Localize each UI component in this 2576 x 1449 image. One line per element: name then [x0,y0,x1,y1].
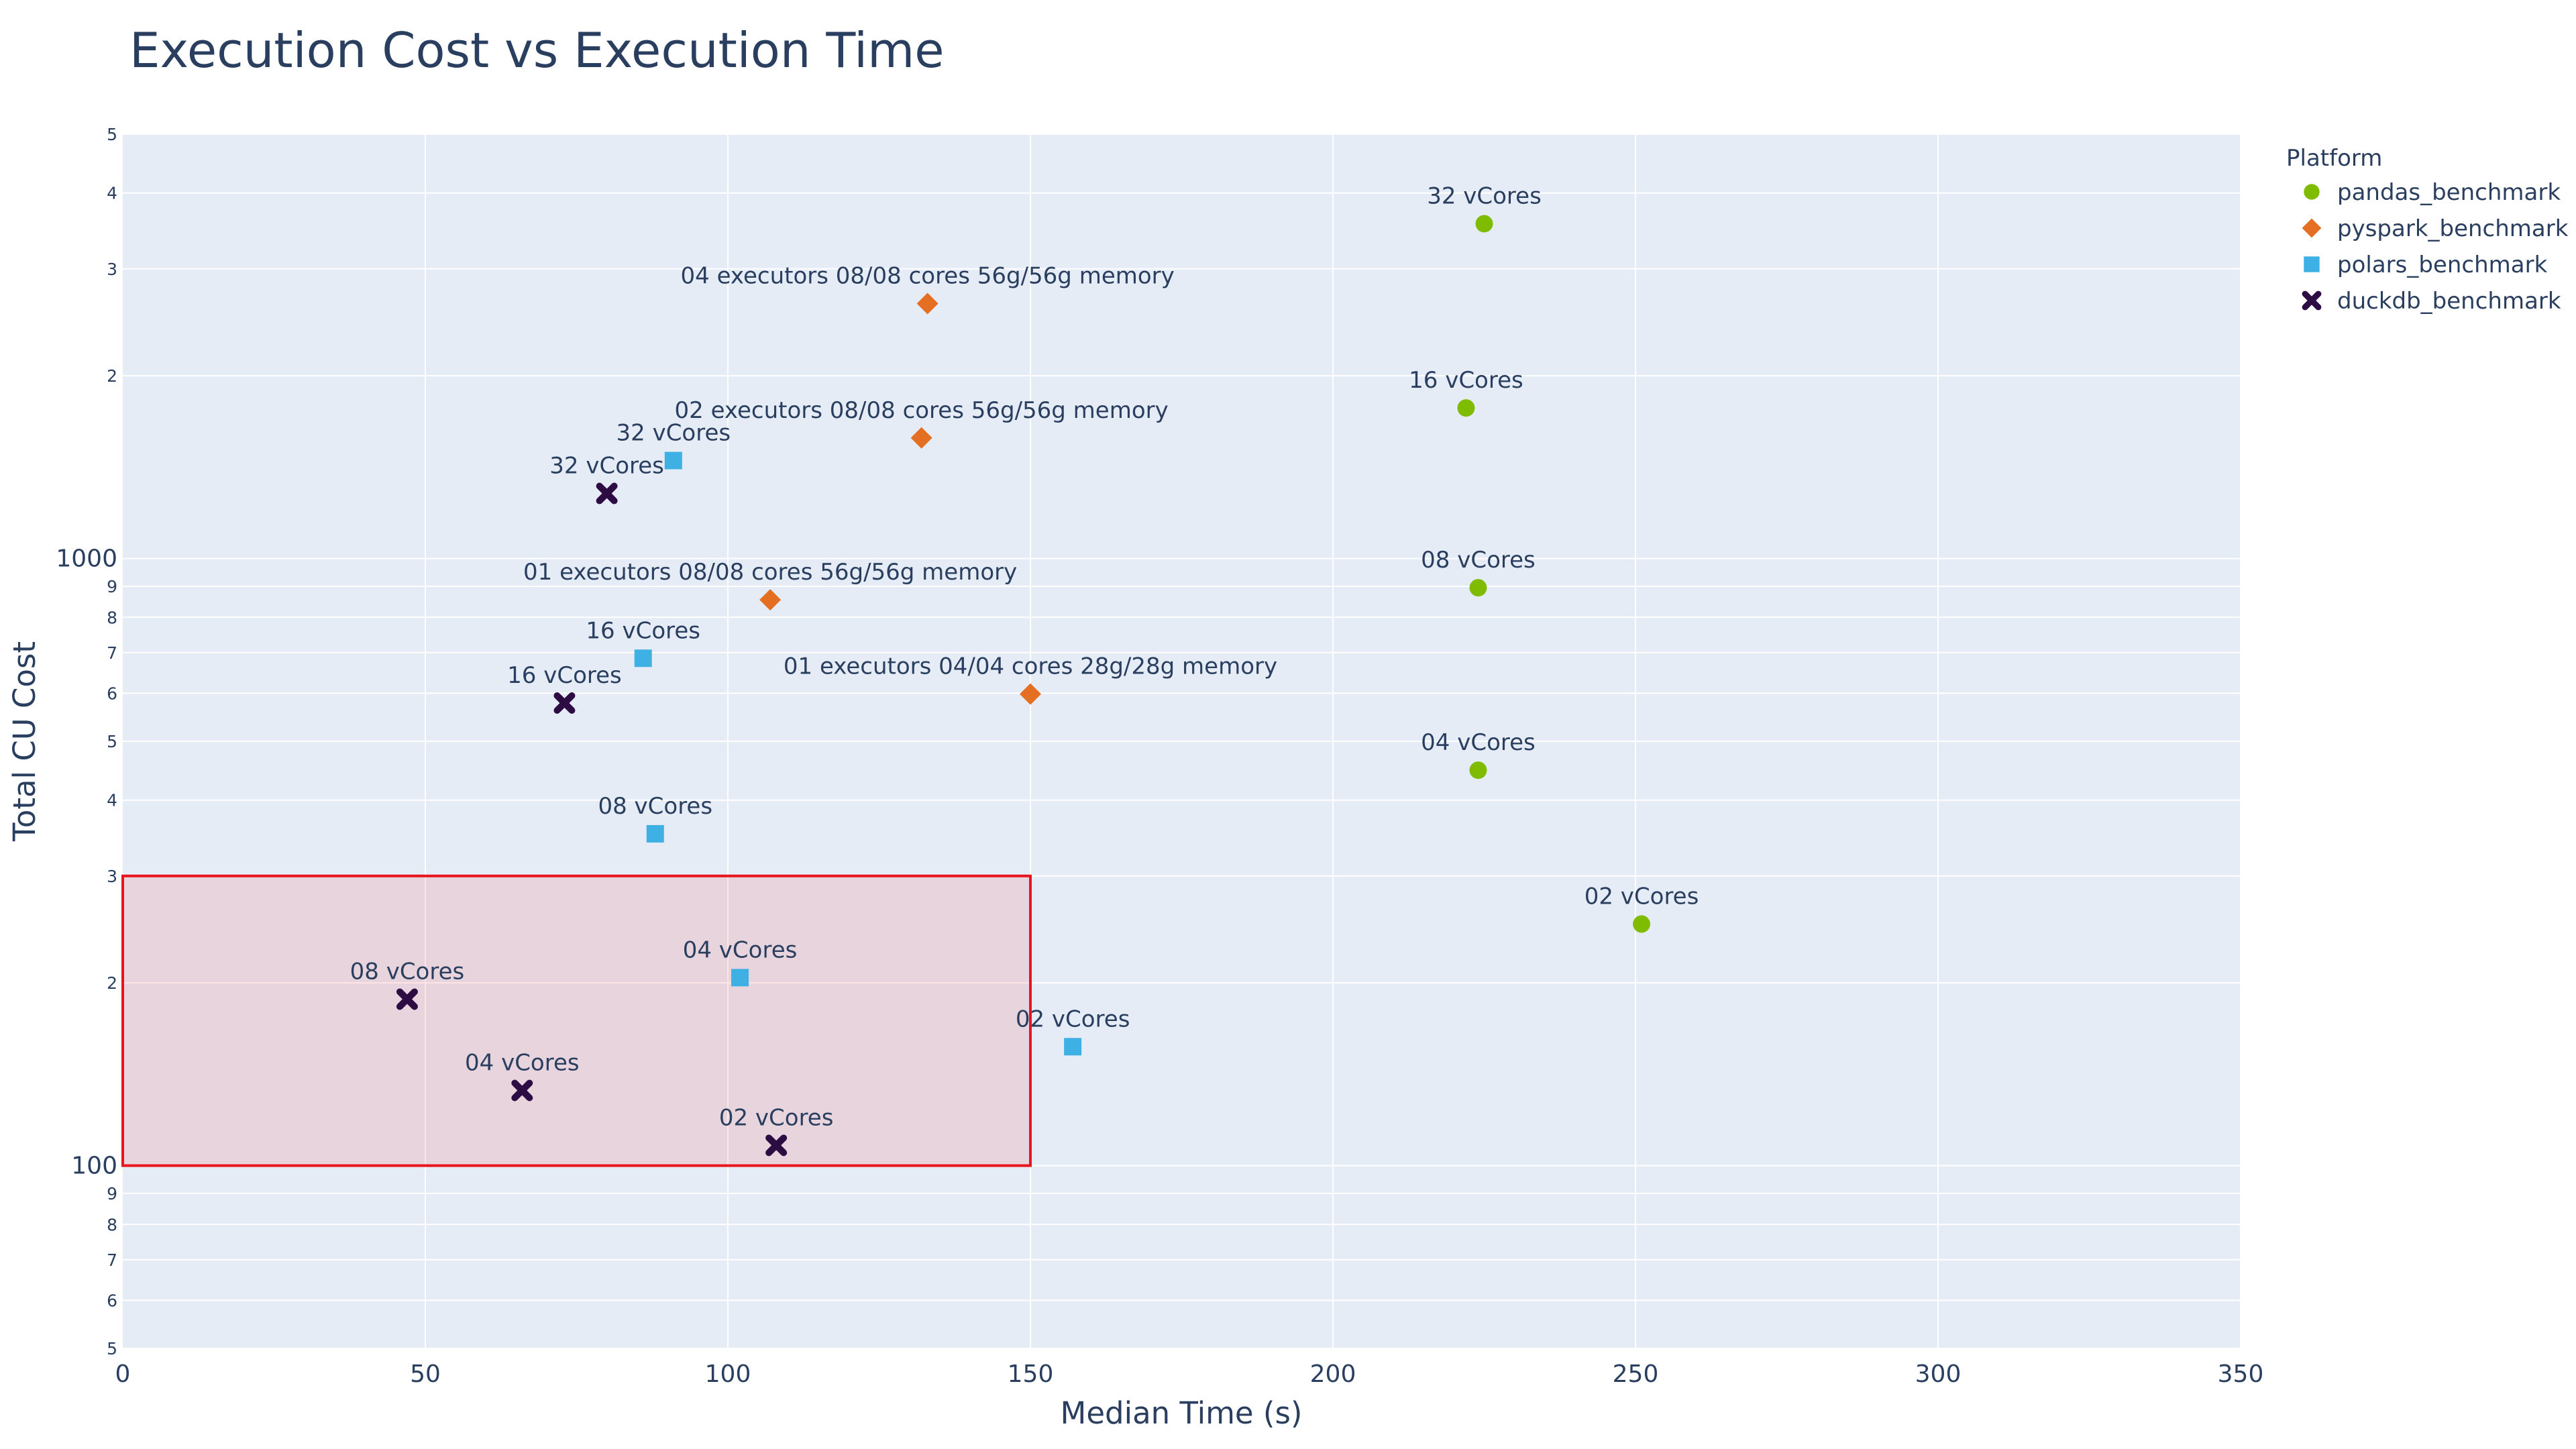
y-minor-tick-label: 3 [107,867,117,886]
point-label: 16 vCores [586,617,700,644]
legend-marker-pyspark [2302,218,2322,238]
legend-marker-duckdb [2302,290,2322,311]
point-label: 02 vCores [1585,883,1699,910]
duckdb-point [765,1134,788,1157]
legend-item-label: duckdb_benchmark [2337,288,2561,315]
axis-ticks: 0 50 100 150 200 250 300 350 5 6 7 8 9 2 3 4 5 6 7 8 9 2 3 4 5 10… [56,125,2263,1388]
legend-item-label: pyspark_benchmark [2337,215,2569,242]
pandas-point [1457,399,1475,417]
pandas-point [1475,215,1493,233]
polars-point [731,969,749,987]
duckdb-point [553,692,576,714]
grid-lines [123,133,2241,1349]
point-label: 16 vCores [507,662,622,689]
y-minor-tick-label: 8 [107,608,117,627]
point-label: 08 vCores [350,958,465,985]
y-major-tick-label: 100 [71,1152,117,1180]
y-minor-tick-label: 5 [107,125,117,144]
legend-item-label: pandas_benchmark [2337,179,2561,206]
y-minor-tick-label: 5 [107,1339,117,1358]
point-label: 08 vCores [1421,547,1536,574]
y-minor-tick-label: 3 [107,260,117,279]
x-tick-label: 50 [410,1360,441,1388]
y-minor-tick-label: 9 [107,1184,117,1203]
y-minor-tick-label: 7 [107,1250,117,1270]
point-label: 32 vCores [616,420,731,447]
x-tick-label: 200 [1310,1360,1356,1388]
x-tick-label: 300 [1915,1360,1962,1388]
polars-point [634,649,652,667]
point-label: 02 executors 08/08 cores 56g/56g memory [675,397,1169,424]
y-minor-tick-label: 6 [107,684,117,703]
pyspark-point [910,427,932,449]
point-label: 16 vCores [1409,367,1523,394]
y-minor-tick-label: 2 [107,366,117,386]
point-label: 32 vCores [1427,183,1542,210]
x-tick-label: 350 [2218,1360,2264,1388]
legend-marker-pandas [2304,184,2320,200]
x-tick-label: 250 [1613,1360,1659,1388]
highlight-region-group [121,874,1032,1167]
polars-point [1064,1038,1082,1056]
y-minor-tick-label: 7 [107,643,117,663]
pyspark-point [916,292,938,315]
y-major-tick-label: 1000 [56,545,117,573]
pyspark-point [1020,683,1041,705]
chart-title: Execution Cost vs Execution Time [129,22,945,78]
y-axis-title: Total CU Cost [7,641,42,842]
point-label: 04 vCores [465,1049,580,1076]
polars-point [664,451,682,470]
point-label: 01 executors 08/08 cores 56g/56g memory [523,559,1017,586]
pandas-point [1469,579,1487,597]
y-minor-tick-label: 4 [107,791,117,810]
pandas-point [1633,915,1651,933]
point-label: 32 vCores [549,453,664,480]
x-axis-title: Median Time (s) [1061,1395,1303,1431]
point-label: 04 vCores [683,936,798,963]
legend: Platform pandas_benchmark pyspark_benchma… [2286,145,2569,315]
pyspark-point [759,589,782,611]
pandas-point [1469,761,1487,780]
legend-item-label: polars_benchmark [2337,252,2548,278]
y-minor-tick-label: 2 [107,973,117,993]
x-tick-label: 150 [1008,1360,1054,1388]
x-tick-label: 100 [705,1360,751,1388]
highlight-region [121,874,1032,1167]
polars-point [646,824,664,843]
point-label: 04 executors 08/08 cores 56g/56g memory [681,263,1175,290]
point-labels: 32 vCores 16 vCores 08 vCores 04 vCores 02 v… [350,183,1699,1132]
y-minor-tick-label: 5 [107,732,117,751]
data-points [396,215,1651,1157]
y-minor-tick-label: 4 [107,184,117,203]
duckdb-point [511,1079,533,1102]
point-label: 02 vCores [719,1104,834,1131]
duckdb-point [596,482,618,504]
legend-marker-polars [2304,256,2320,272]
y-minor-tick-label: 9 [107,577,117,596]
duckdb-point [396,988,418,1010]
legend-title: Platform [2286,145,2382,172]
point-label: 04 vCores [1421,729,1536,756]
point-label: 08 vCores [598,793,712,820]
point-label: 02 vCores [1016,1006,1130,1032]
point-label: 01 executors 04/04 cores 28g/28g memory [784,653,1277,680]
y-minor-tick-label: 6 [107,1291,117,1310]
y-minor-tick-label: 8 [107,1215,117,1234]
x-tick-label: 0 [115,1360,131,1388]
